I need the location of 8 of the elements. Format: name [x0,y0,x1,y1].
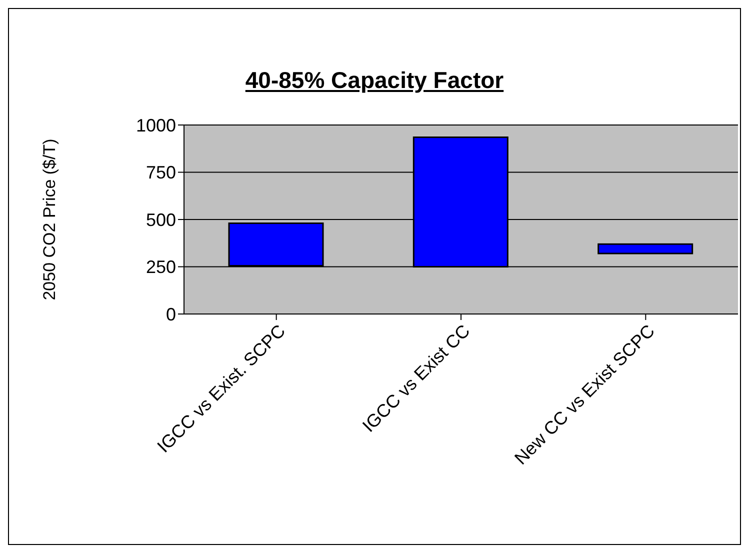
y-tick-label: 750 [146,162,176,183]
y-tick-label: 0 [166,304,176,324]
bar [598,243,694,254]
y-tick-label: 1000 [136,115,176,136]
y-tick-label: 250 [146,257,176,278]
y-axis-title: 2050 CO2 Price ($/T) [40,138,60,300]
y-tick-label: 500 [146,210,176,230]
chart-title: 40-85% Capacity Factor [244,67,505,94]
